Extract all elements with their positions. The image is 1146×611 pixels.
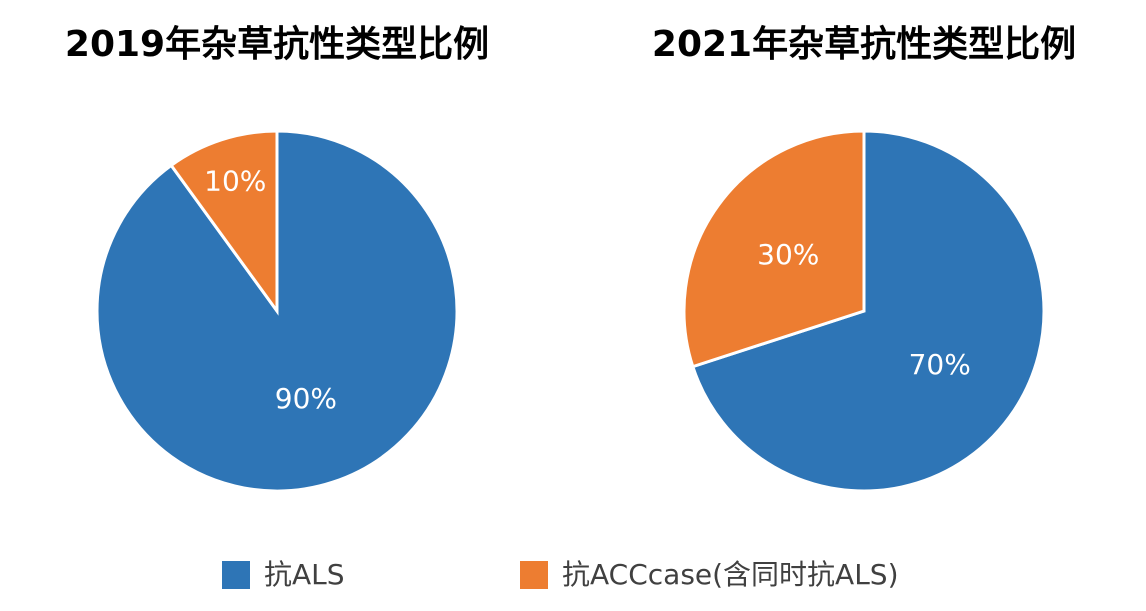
chart-title: 2021年杂草抗性类型比例 [652, 23, 1076, 65]
pie-slice [690, 129, 1046, 493]
legend-swatch [222, 561, 250, 589]
legend-label: 抗ACCcase(含同时抗ALS) [562, 558, 899, 591]
value-label: 30% [757, 238, 819, 271]
pie-slice [682, 129, 866, 369]
legend-swatch [520, 561, 548, 589]
chart-title: 2019年杂草抗性类型比例 [65, 23, 489, 65]
value-label: 90% [275, 382, 337, 415]
value-label: 10% [204, 165, 266, 198]
value-label: 70% [909, 348, 971, 381]
legend-label: 抗ALS [264, 558, 345, 591]
pie-slice [169, 129, 279, 316]
